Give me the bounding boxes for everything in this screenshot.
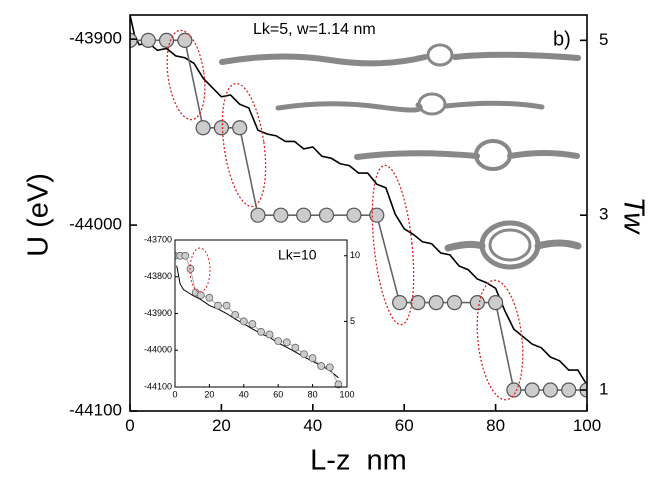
ribbon-loop [474, 139, 512, 171]
marker [140, 32, 156, 48]
x-tick-label: 20 [212, 416, 231, 435]
x-tick-label: 60 [273, 389, 283, 399]
x-tick-label: 40 [239, 389, 249, 399]
marker [232, 120, 248, 136]
marker [130, 32, 138, 48]
marker [410, 295, 426, 311]
marker [282, 338, 291, 347]
x-tick-label: 80 [486, 416, 505, 435]
y2-tick-label: 5 [599, 30, 608, 49]
marker [274, 337, 283, 345]
marker [158, 32, 175, 48]
x-tick-label: 100 [573, 416, 601, 435]
ribbon-loop [488, 228, 532, 262]
marker [446, 295, 463, 311]
marker [469, 295, 485, 311]
marker [291, 343, 300, 352]
ribbon [444, 239, 582, 252]
marker [392, 295, 408, 311]
marker [325, 363, 334, 372]
marker [239, 317, 248, 326]
marker [265, 330, 274, 339]
y2-tick-label: 10 [350, 250, 360, 260]
ribbon-loop [426, 43, 454, 67]
marker [257, 328, 265, 336]
x-tick-label: 20 [204, 389, 214, 399]
marker [524, 382, 540, 398]
marker [273, 207, 289, 223]
ribbon [275, 100, 545, 113]
inset-background [175, 240, 347, 387]
x-tick-label: 40 [303, 416, 322, 435]
y2-tick-label: 3 [599, 205, 608, 224]
series-line [130, 15, 587, 386]
x-tick-label: 100 [339, 389, 354, 399]
inset-ellipse [189, 247, 211, 293]
marker [196, 291, 205, 299]
marker [542, 382, 559, 398]
plot-frame [129, 14, 588, 412]
marker [248, 320, 257, 328]
marker [181, 251, 190, 260]
marker [300, 350, 308, 359]
series-line [175, 255, 339, 385]
ellipse [371, 164, 415, 326]
marker [213, 120, 229, 136]
y-tick-label: -44100 [69, 400, 122, 419]
series-group [175, 251, 343, 389]
y-tick-label: -43900 [144, 308, 172, 318]
ribbons [219, 43, 582, 270]
y-tick-label: -43800 [144, 271, 172, 281]
marker [296, 207, 312, 223]
x-tick-label: 0 [172, 389, 177, 399]
ribbon-loop [479, 220, 541, 270]
annotation: Lk=10 [278, 247, 317, 263]
annotation: Lk=5, w=1.14 nm [253, 21, 376, 38]
ribbon [219, 51, 581, 67]
marker [308, 354, 317, 362]
x-tick-label: 80 [308, 389, 318, 399]
x-axis-label: L-z nm [310, 445, 407, 477]
ellipse [166, 29, 206, 121]
marker [369, 207, 385, 223]
marker [561, 382, 577, 398]
y2-axis-label: Tw [617, 197, 649, 236]
inset-plot: 0 20 40 60 80 100 -44100 -44000 -43900 -43800 -437… [144, 234, 360, 399]
decorations [166, 29, 582, 401]
marker [488, 295, 504, 311]
x-tick-label: 0 [125, 416, 134, 435]
y2-tick-label: 5 [350, 316, 355, 326]
marker [177, 32, 193, 48]
marker [428, 295, 444, 311]
marker [317, 362, 326, 370]
marker [222, 301, 231, 310]
y-tick-label: -43700 [144, 234, 172, 244]
ribbon [354, 150, 580, 160]
y2-tick-label: 1 [599, 380, 608, 399]
y-tick-label: -44000 [144, 345, 172, 355]
y-tick-label: -44000 [69, 215, 122, 234]
marker [231, 310, 240, 319]
marker [318, 207, 335, 223]
highlight-ellipses [166, 29, 524, 401]
ellipse [476, 279, 524, 401]
marker [506, 382, 522, 398]
annotation: b) [553, 28, 571, 50]
x-tick-label: 60 [395, 416, 414, 435]
y-tick-label: -44100 [144, 381, 172, 391]
ellipse [221, 82, 267, 208]
y-axis-label: U (eV) [23, 173, 55, 257]
marker [195, 120, 211, 136]
y-tick-label: -43900 [69, 29, 122, 48]
marker [205, 293, 214, 302]
marker [250, 207, 266, 223]
marker [346, 207, 362, 223]
ribbon-loop [417, 92, 447, 116]
marker [334, 380, 343, 389]
marker [214, 301, 222, 310]
